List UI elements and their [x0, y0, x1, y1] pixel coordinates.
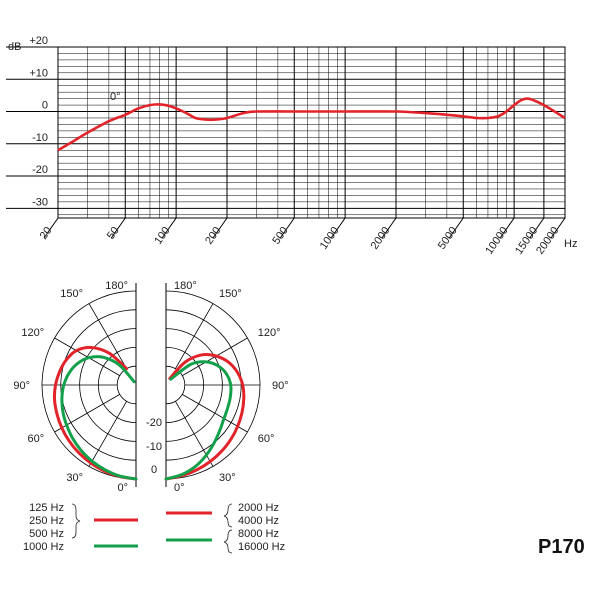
polar-series-right-green	[164, 360, 233, 481]
legend-left-label: 125 Hz	[29, 502, 64, 514]
legend-right-label: 4000 Hz	[238, 515, 279, 527]
polar-spoke	[175, 401, 214, 467]
legend-right-label: 2000 Hz	[238, 502, 279, 514]
polar-spoke	[175, 303, 214, 369]
polar-angle-label-l: 30°	[66, 472, 83, 484]
polar-angle-label-r: 60°	[258, 433, 275, 445]
fr-x-tick-label: 10000	[483, 225, 510, 257]
polar-ring-label: -20	[146, 417, 162, 429]
legend-left-bracket	[71, 503, 81, 539]
polar-angle-label-r: 150°	[219, 288, 242, 300]
fr-x-tick-label: 20	[38, 225, 55, 242]
fr-x-tick-mark	[43, 217, 59, 239]
legend-right-bracket-green	[223, 529, 233, 554]
fr-x-tick-mark	[212, 217, 228, 239]
legend-right-bracket-red	[223, 503, 233, 528]
fr-x-tick-mark	[161, 217, 177, 239]
polar-ring-labels: -20 -10 0	[146, 417, 162, 476]
fr-x-tick-mark	[550, 217, 566, 239]
fr-x-tick-mark	[110, 217, 126, 239]
polar-pattern-chart: 0° 0° 30° 30° 60° 60° 90° 90° 120° 120° 150° 150° 18…	[13, 280, 288, 494]
fr-y-ticks: +20 +10 0 -10 -20 -30	[29, 35, 48, 208]
legend-right-label: 16000 Hz	[238, 541, 285, 553]
fr-y-tick-label: -20	[32, 164, 48, 176]
polar-angle-label-l: 180°	[105, 280, 128, 292]
polar-grid	[41, 283, 261, 487]
legend-left-label: 1000 Hz	[23, 541, 64, 553]
fr-series-line	[57, 97, 566, 152]
polar-series-right-red	[164, 352, 246, 481]
fr-y-tick-label: +10	[29, 67, 48, 79]
polar-angle-label-r: 30°	[219, 472, 236, 484]
legend-right-label: 8000 Hz	[238, 528, 279, 540]
fr-series	[57, 97, 566, 152]
polar-ring	[165, 365, 186, 405]
fr-x-tick-mark	[529, 217, 545, 239]
polar-spoke	[88, 401, 127, 467]
polar-angle-labels: 0° 0° 30° 30° 60° 60° 90° 90° 120° 120° 150° 150° 18…	[13, 280, 288, 494]
polar-angle-label-r: 180°	[174, 280, 197, 292]
fr-x-tick-mark	[448, 217, 464, 239]
frequency-response-chart: dB +20+100-10-20-30 20 50 100 200 500 1000 200…	[6, 35, 577, 257]
polar-angle-label-r: 90°	[272, 380, 289, 392]
fr-x-tick-label: 20000	[534, 225, 561, 257]
model-label: P170	[538, 536, 585, 558]
fr-y-unit: dB	[8, 41, 21, 53]
fr-x-tick-mark	[330, 217, 346, 239]
fr-x-unit: Hz	[564, 238, 577, 250]
polar-angle-label-l: 150°	[60, 288, 83, 300]
fr-grid	[6, 46, 566, 219]
fr-angle-annotation: 0°	[110, 91, 121, 103]
polar-ring-label: -10	[146, 441, 162, 453]
polar-angle-label-r: 120°	[258, 327, 281, 339]
polar-angle-label-l: 120°	[21, 327, 44, 339]
legend-left-label: 500 Hz	[29, 528, 64, 540]
polar-angle-label-l: 0°	[117, 482, 128, 494]
fr-x-tick-mark	[279, 217, 295, 239]
polar-angle-label-r: 0°	[174, 482, 185, 494]
fr-y-tick-label: +20	[29, 35, 48, 47]
fr-y-tick-label: -10	[32, 132, 48, 144]
fr-x-tick-mark	[499, 217, 515, 239]
polar-series-left-green	[60, 355, 138, 481]
polar-angle-label-l: 90°	[13, 380, 30, 392]
polar-series	[52, 345, 246, 481]
polar-angle-label-l: 60°	[28, 433, 45, 445]
polar-ring-label: 0	[151, 464, 157, 476]
legend-left-label: 250 Hz	[29, 515, 64, 527]
fr-y-tick-label: 0	[42, 100, 48, 112]
fr-x-tick-label: 50	[105, 225, 122, 242]
fr-y-tick-label: -30	[32, 196, 48, 208]
fr-x-tick-mark	[381, 217, 397, 239]
polar-spoke	[88, 303, 127, 369]
polar-ring	[116, 365, 137, 405]
polar-series-left-red	[52, 345, 138, 481]
